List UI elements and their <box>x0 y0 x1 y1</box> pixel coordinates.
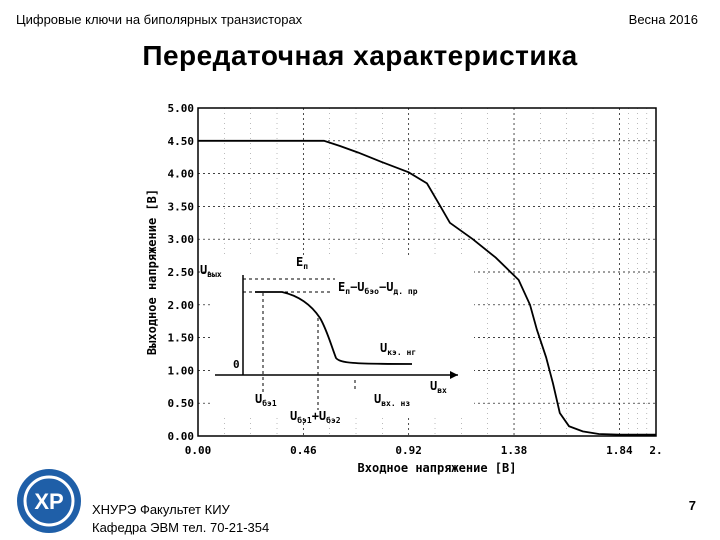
x-tick-label: 0.00 <box>185 444 212 457</box>
university-logo-icon: ХР <box>17 469 81 533</box>
svg-text:Uвх. нз: Uвх. нз <box>374 392 410 408</box>
footer-department: Кафедра ЭВМ тел. 70-21-354 <box>92 520 270 535</box>
svg-text:Uкэ. нг: Uкэ. нг <box>380 341 416 357</box>
y-tick-label: 2.50 <box>168 266 195 279</box>
x-tick-label: 0.46 <box>290 444 317 457</box>
inset-origin-label: 0 <box>233 358 240 371</box>
svg-text:Uбэ1+Uбэ2: Uбэ1+Uбэ2 <box>290 409 341 425</box>
page-number: 7 <box>688 498 696 513</box>
header-course-title: Цифровые ключи на биполярных транзистора… <box>16 12 303 27</box>
label-en: E <box>296 255 303 269</box>
x-axis-label: Входное напряжение [В] <box>358 461 517 475</box>
y-tick-label: 4.00 <box>168 168 195 181</box>
label-ube1: U <box>255 392 262 406</box>
y-tick-label: 3.50 <box>168 200 195 213</box>
y-axis-label: Выходное напряжение [В] <box>145 189 159 355</box>
label-uke-ng: U <box>380 341 387 355</box>
inset-x-axis-label: U <box>430 379 437 393</box>
inset-x-arrow <box>450 371 458 379</box>
inset-y-axis-label: U <box>200 263 207 277</box>
footer-faculty: ХНУРЭ Факультет КИУ <box>92 502 230 517</box>
slide-title: Передаточная характеристика <box>142 40 578 71</box>
inset-curve <box>255 291 413 365</box>
y-tick-label: 2.00 <box>168 299 195 312</box>
label-en-minus-drops: E <box>338 280 345 294</box>
svg-text:Eп: Eп <box>296 255 308 271</box>
x-tick-label: 0.92 <box>395 444 422 457</box>
y-tick-label: 0.50 <box>168 397 195 410</box>
label-uvx-nz: U <box>374 392 381 406</box>
inset-x-axis-sub: вх <box>437 386 447 395</box>
label-ube1-plus-ube2: U <box>290 409 297 423</box>
svg-text:Uвых: Uвых <box>200 263 222 279</box>
y-tick-label: 3.00 <box>168 233 195 246</box>
y-tick-label: 1.50 <box>168 332 195 345</box>
x-tick-label: 1.38 <box>501 444 528 457</box>
inset-y-axis-sub: вых <box>207 270 222 279</box>
x-tick-label: 1.84 <box>606 444 633 457</box>
svg-text:Uвх: Uвх <box>430 379 447 395</box>
svg-text:Eп−Uбэо−Uд. пр: Eп−Uбэо−Uд. пр <box>338 280 418 296</box>
x-tick-label: 2. <box>649 444 662 457</box>
output-voltage-line <box>198 139 656 436</box>
svg-text:Uбэ1: Uбэ1 <box>255 392 277 408</box>
y-tick-label: 0.00 <box>168 430 195 443</box>
y-tick-label: 5.00 <box>168 102 195 115</box>
header-semester: Весна 2016 <box>628 12 698 27</box>
y-tick-label: 1.00 <box>168 364 195 377</box>
inset-diagram: Uвых Eп Eп−Uбэо−Uд. пр Uкэ. нг 0 Uвх Uбэ… <box>200 255 474 425</box>
y-tick-label: 4.50 <box>168 135 195 148</box>
logo-text: ХР <box>34 489 63 514</box>
plot-frame <box>197 107 657 437</box>
